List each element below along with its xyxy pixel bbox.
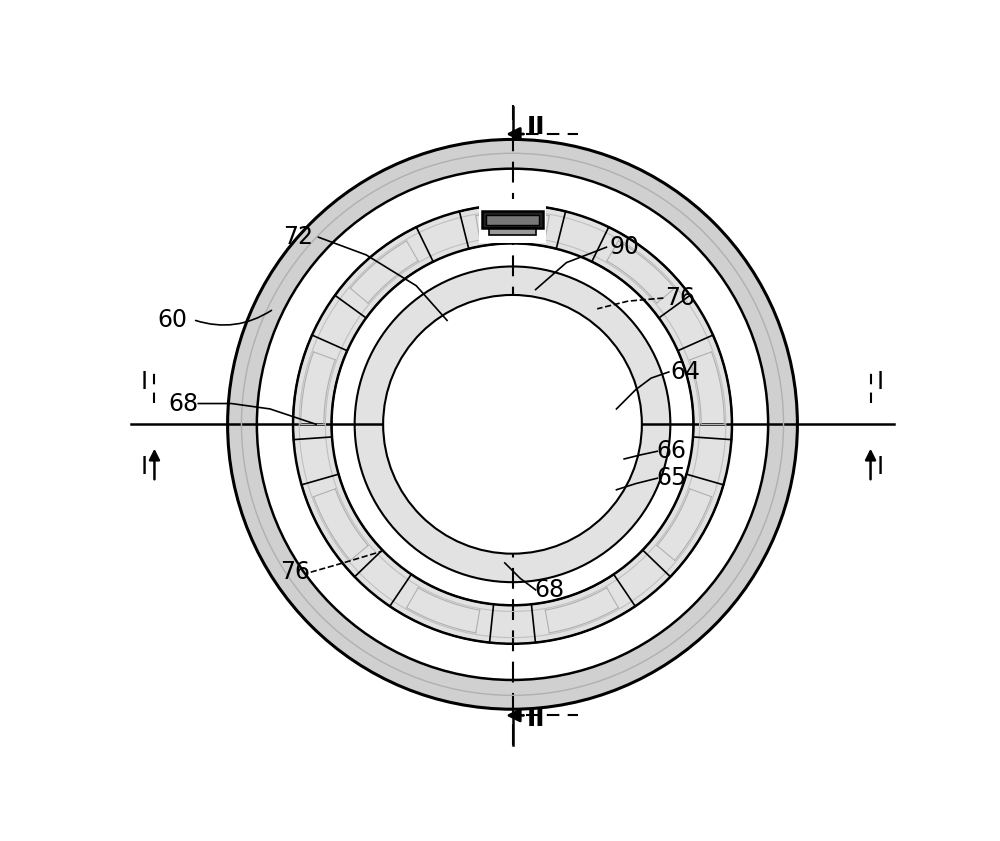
Text: 65: 65 — [656, 466, 686, 490]
Text: 68: 68 — [534, 578, 565, 602]
Text: II: II — [526, 706, 545, 731]
Text: 66: 66 — [656, 439, 686, 463]
Text: 76: 76 — [665, 286, 695, 310]
Text: 68: 68 — [168, 392, 198, 415]
Circle shape — [332, 243, 693, 606]
Text: 72: 72 — [283, 225, 313, 249]
Bar — [486, 215, 539, 225]
Text: 64: 64 — [671, 360, 701, 384]
Bar — [482, 210, 543, 228]
Circle shape — [257, 169, 768, 680]
Circle shape — [355, 267, 670, 582]
Text: 60: 60 — [157, 308, 187, 331]
Circle shape — [293, 205, 732, 643]
Bar — [486, 215, 539, 225]
Text: I: I — [141, 455, 148, 479]
Circle shape — [383, 295, 642, 553]
Text: II: II — [526, 114, 545, 139]
Text: 76: 76 — [280, 560, 310, 584]
Bar — [489, 228, 536, 235]
Bar — [482, 210, 543, 228]
Text: I: I — [141, 370, 148, 394]
Bar — [489, 228, 536, 235]
Text: 90: 90 — [609, 235, 639, 259]
Circle shape — [228, 140, 797, 709]
Bar — [479, 199, 546, 243]
Text: I: I — [877, 455, 884, 479]
Text: I: I — [877, 370, 884, 394]
